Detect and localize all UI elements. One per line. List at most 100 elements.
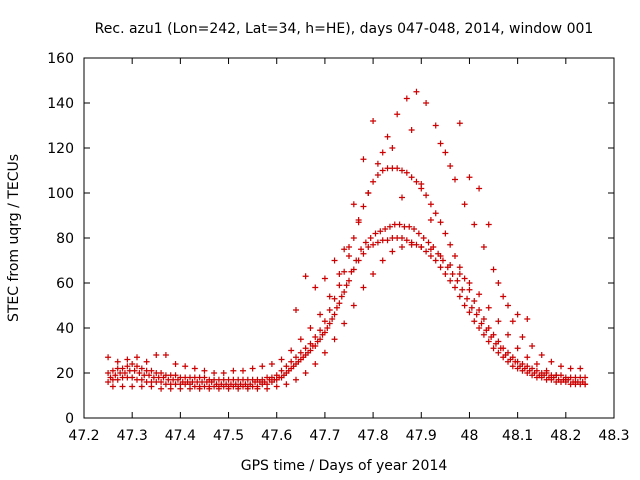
data-point: [452, 284, 458, 291]
data-point: [302, 370, 309, 376]
data-point: [495, 318, 502, 325]
data-point: [408, 174, 415, 181]
data-point: [442, 149, 449, 156]
data-point: [558, 363, 564, 370]
data-point: [259, 363, 266, 370]
data-point: [521, 365, 528, 372]
data-point: [341, 268, 348, 275]
data-point: [488, 334, 495, 340]
data-point: [297, 349, 304, 356]
data-point: [471, 221, 478, 228]
data-point: [143, 358, 150, 365]
data-point: [418, 181, 425, 187]
data-point: [336, 282, 343, 289]
data-point: [377, 228, 384, 235]
data-point: [367, 235, 374, 241]
data-point: [372, 230, 379, 237]
data-point: [247, 381, 254, 388]
data-point: [413, 88, 420, 95]
data-point: [379, 257, 386, 264]
data-point: [329, 316, 336, 322]
data-point: [384, 133, 391, 140]
data-point: [447, 163, 454, 169]
data-point: [206, 385, 213, 392]
data-point: [158, 370, 165, 376]
data-point: [302, 345, 309, 352]
data-point: [502, 352, 509, 358]
data-point: [331, 295, 338, 302]
data-point: [543, 367, 550, 374]
data-point: [374, 172, 381, 178]
data-point: [220, 370, 227, 376]
data-point: [271, 376, 278, 383]
data-point: [350, 201, 357, 208]
data-point: [124, 356, 131, 363]
data-point: [105, 354, 112, 361]
data-point: [321, 318, 328, 325]
data-point: [336, 271, 343, 277]
x-tick-label: 48.1: [502, 428, 533, 444]
data-point: [201, 367, 208, 374]
data-point: [343, 282, 350, 289]
data-point: [138, 383, 145, 390]
data-point: [399, 167, 405, 174]
data-point: [567, 365, 574, 372]
data-point: [136, 370, 143, 376]
y-tick-label: 20: [56, 366, 74, 382]
data-point: [582, 381, 589, 388]
data-point: [399, 235, 405, 241]
data-point: [283, 381, 290, 388]
data-point: [485, 338, 492, 345]
data-point: [174, 376, 181, 383]
data-point: [386, 223, 393, 230]
data-point: [312, 284, 319, 291]
x-tick-label: 48.3: [598, 428, 629, 444]
data-point: [302, 273, 309, 280]
data-point: [500, 293, 507, 300]
data-point: [324, 325, 331, 331]
data-point: [336, 300, 343, 307]
data-point: [538, 352, 545, 358]
data-point: [365, 244, 372, 250]
data-point: [485, 221, 492, 228]
data-point: [427, 201, 434, 208]
data-point: [114, 358, 121, 365]
data-point: [129, 361, 136, 367]
data-point: [283, 363, 290, 370]
data-point: [379, 149, 386, 156]
data-point: [129, 383, 136, 390]
data-point: [312, 361, 319, 367]
data-point: [129, 374, 136, 381]
data-point: [394, 111, 401, 118]
data-point: [507, 356, 514, 363]
data-point: [350, 235, 357, 241]
data-point: [196, 385, 203, 392]
data-point: [158, 379, 165, 385]
axes: 47.2 47.3 47.4 47.5 47.6 47.7 47.8 47.9 48 48.1 48…: [47, 51, 629, 444]
data-point: [370, 241, 377, 248]
data-point: [423, 100, 430, 106]
data-point: [447, 262, 454, 268]
data-point: [524, 316, 531, 322]
data-point: [278, 356, 285, 363]
data-point: [399, 244, 405, 250]
data-point: [360, 250, 367, 257]
data-point: [148, 367, 155, 374]
data-point: [314, 338, 321, 345]
y-tick-label: 140: [47, 96, 74, 112]
data-point: [476, 291, 483, 298]
data-point: [461, 201, 468, 208]
data-point: [456, 120, 463, 127]
data-point: [541, 372, 548, 379]
data-point: [109, 367, 116, 374]
data-point: [370, 178, 377, 185]
data-point: [476, 185, 483, 192]
data-point: [134, 354, 140, 361]
data-point: [468, 304, 475, 311]
data-point: [505, 331, 511, 338]
data-point: [553, 372, 560, 379]
data-point: [273, 383, 280, 390]
data-point: [331, 257, 338, 264]
data-point: [341, 320, 348, 327]
data-point: [442, 230, 449, 237]
